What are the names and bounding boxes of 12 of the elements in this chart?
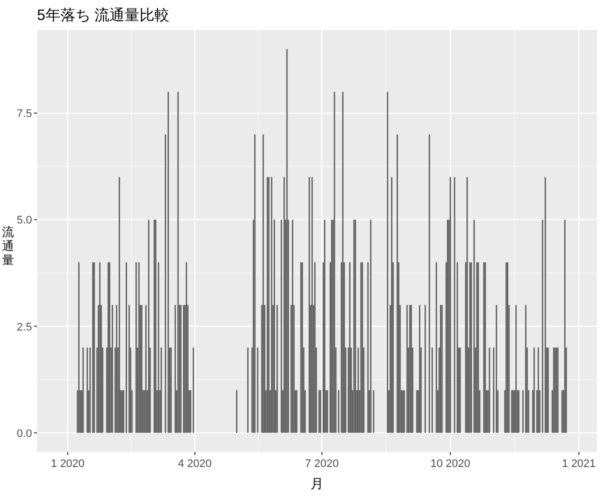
y-axis-title: 流通量 [2, 225, 14, 267]
y-tick-label: 7.5 [16, 108, 32, 120]
x-axis-title: 月 [310, 476, 324, 491]
x-tick-label: 1 2021 [562, 458, 596, 470]
x-tick-label: 7 2020 [305, 458, 339, 470]
y-tick-label: 2.5 [16, 321, 32, 334]
x-tick-label: 4 2020 [178, 458, 212, 470]
x-tick-label: 1 2020 [50, 458, 85, 470]
chart-title: 5年落ち 流通量比較 [37, 7, 170, 24]
x-tick-label: 10 2020 [430, 458, 470, 470]
y-tick-label: 5.0 [16, 214, 32, 227]
y-tick-label: 0.0 [16, 428, 32, 440]
